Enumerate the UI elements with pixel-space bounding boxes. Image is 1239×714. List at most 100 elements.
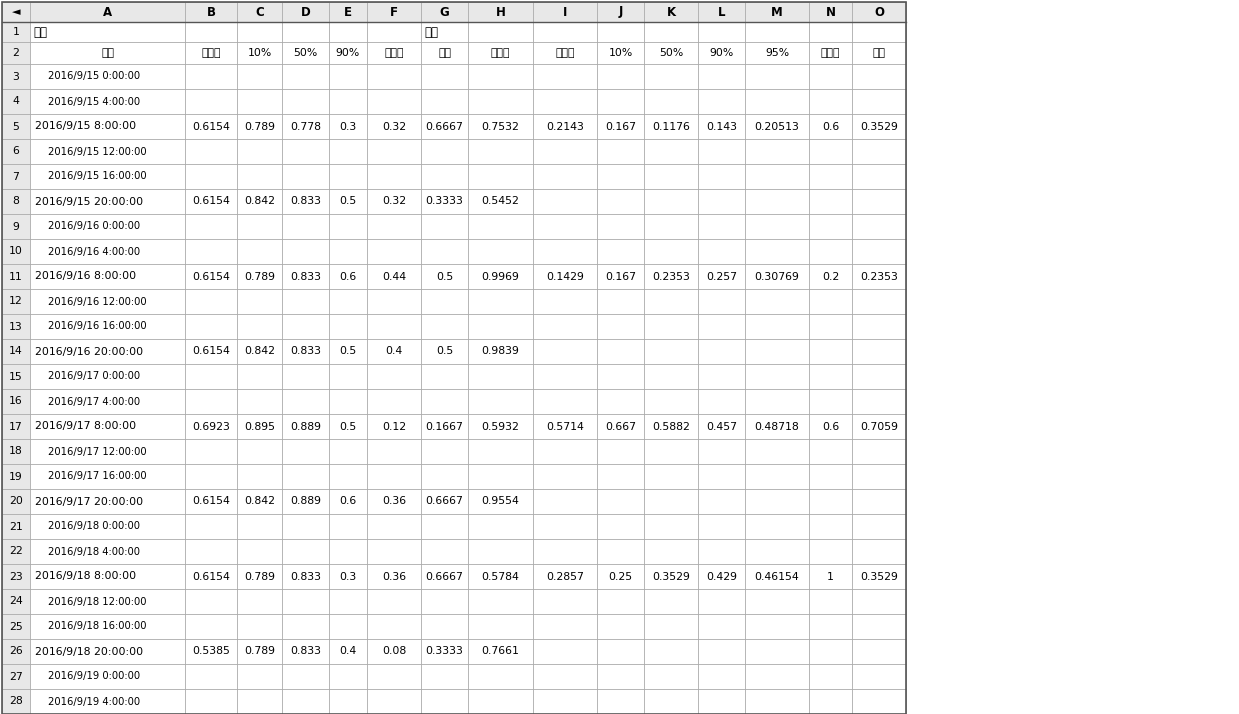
Text: 11: 11 — [9, 271, 22, 281]
Text: 0.4: 0.4 — [339, 646, 357, 656]
Text: 0.36: 0.36 — [382, 571, 406, 581]
Text: 0.143: 0.143 — [706, 121, 737, 131]
Text: 2016/9/16 0:00:00: 2016/9/16 0:00:00 — [48, 221, 140, 231]
Text: 0.30769: 0.30769 — [755, 271, 799, 281]
Text: 0.6667: 0.6667 — [425, 571, 463, 581]
Text: 闪点: 闪点 — [872, 48, 886, 58]
Text: 0.6154: 0.6154 — [192, 196, 230, 206]
Text: 0.3529: 0.3529 — [860, 571, 898, 581]
Bar — [2, 22, 906, 42]
Text: 0.833: 0.833 — [290, 646, 321, 656]
Text: 3: 3 — [12, 71, 20, 81]
Text: 95%: 95% — [764, 48, 789, 58]
Text: 0.5: 0.5 — [339, 421, 357, 431]
Text: 0.6154: 0.6154 — [192, 121, 230, 131]
Text: I: I — [563, 6, 567, 19]
Text: 23: 23 — [9, 571, 22, 581]
Text: 18: 18 — [9, 446, 22, 456]
Text: 0.48718: 0.48718 — [755, 421, 799, 431]
Text: 5: 5 — [12, 121, 20, 131]
Text: H: H — [496, 6, 506, 19]
Text: 0.3333: 0.3333 — [425, 646, 463, 656]
Bar — [2, 2, 906, 714]
Text: 0.5385: 0.5385 — [192, 646, 230, 656]
Text: 21: 21 — [9, 521, 22, 531]
Text: 6: 6 — [12, 146, 20, 156]
Text: 闪点: 闪点 — [439, 48, 451, 58]
Text: 0.2353: 0.2353 — [860, 271, 898, 281]
Text: 0.667: 0.667 — [605, 421, 636, 431]
Text: 2016/9/17 12:00:00: 2016/9/17 12:00:00 — [48, 446, 146, 456]
Text: 2016/9/15 0:00:00: 2016/9/15 0:00:00 — [48, 71, 140, 81]
Bar — [2, 214, 30, 239]
Bar — [2, 189, 906, 214]
Text: 0.12: 0.12 — [382, 421, 406, 431]
Bar — [2, 464, 30, 489]
Text: 2016/9/18 8:00:00: 2016/9/18 8:00:00 — [35, 571, 136, 581]
Text: 0.167: 0.167 — [605, 121, 636, 131]
Text: 25: 25 — [9, 621, 22, 631]
Text: 0.167: 0.167 — [605, 271, 636, 281]
Text: 0.3529: 0.3529 — [860, 121, 898, 131]
Bar — [2, 239, 906, 264]
Bar — [2, 164, 30, 189]
Text: 0.6667: 0.6667 — [425, 121, 463, 131]
Text: 15: 15 — [9, 371, 22, 381]
Text: K: K — [667, 6, 675, 19]
Text: B: B — [207, 6, 216, 19]
Text: 0.789: 0.789 — [244, 571, 275, 581]
Bar — [2, 214, 906, 239]
Bar — [2, 89, 906, 114]
Text: 0.9839: 0.9839 — [482, 346, 519, 356]
Text: N: N — [825, 6, 835, 19]
Text: 0.6154: 0.6154 — [192, 271, 230, 281]
Text: D: D — [301, 6, 311, 19]
Text: C: C — [255, 6, 264, 19]
Bar — [2, 639, 906, 664]
Bar — [2, 414, 30, 439]
Text: 2016/9/17 4:00:00: 2016/9/17 4:00:00 — [48, 396, 140, 406]
Text: 2016/9/17 8:00:00: 2016/9/17 8:00:00 — [35, 421, 136, 431]
Bar — [2, 139, 906, 164]
Text: 2016/9/17 16:00:00: 2016/9/17 16:00:00 — [48, 471, 146, 481]
Text: 90%: 90% — [336, 48, 361, 58]
Bar — [2, 439, 30, 464]
Text: 2016/9/18 12:00:00: 2016/9/18 12:00:00 — [48, 596, 146, 606]
Text: 0.44: 0.44 — [382, 271, 406, 281]
Text: 0.842: 0.842 — [244, 346, 275, 356]
Text: 27: 27 — [9, 671, 22, 681]
Text: 9: 9 — [12, 221, 20, 231]
Text: 0.3333: 0.3333 — [425, 196, 463, 206]
Text: 0.9554: 0.9554 — [482, 496, 519, 506]
Text: 2016/9/15 20:00:00: 2016/9/15 20:00:00 — [35, 196, 144, 206]
Text: 10%: 10% — [248, 48, 271, 58]
Bar — [2, 139, 30, 164]
Text: 初馏点: 初馏点 — [201, 48, 221, 58]
Bar — [2, 514, 906, 539]
Bar — [2, 314, 906, 339]
Text: 0.2353: 0.2353 — [652, 271, 690, 281]
Text: 24: 24 — [9, 596, 22, 606]
Bar — [2, 439, 906, 464]
Bar — [2, 539, 30, 564]
Text: 0.842: 0.842 — [244, 196, 275, 206]
Text: 0.2: 0.2 — [821, 271, 839, 281]
Text: 0.5452: 0.5452 — [482, 196, 519, 206]
Text: 0.5: 0.5 — [436, 271, 453, 281]
Text: 0.833: 0.833 — [290, 271, 321, 281]
Bar — [2, 114, 30, 139]
Bar — [2, 539, 906, 564]
Bar — [2, 589, 30, 614]
Text: 0.5932: 0.5932 — [482, 421, 519, 431]
Text: 14: 14 — [9, 346, 22, 356]
Bar — [2, 2, 906, 22]
Text: F: F — [390, 6, 398, 19]
Text: 19: 19 — [9, 471, 22, 481]
Text: 10%: 10% — [608, 48, 633, 58]
Text: 水含量: 水含量 — [491, 48, 510, 58]
Text: 0.5: 0.5 — [339, 346, 357, 356]
Bar — [2, 389, 906, 414]
Text: 22: 22 — [9, 546, 22, 556]
Text: ◄: ◄ — [11, 7, 20, 17]
Text: 0.257: 0.257 — [706, 271, 737, 281]
